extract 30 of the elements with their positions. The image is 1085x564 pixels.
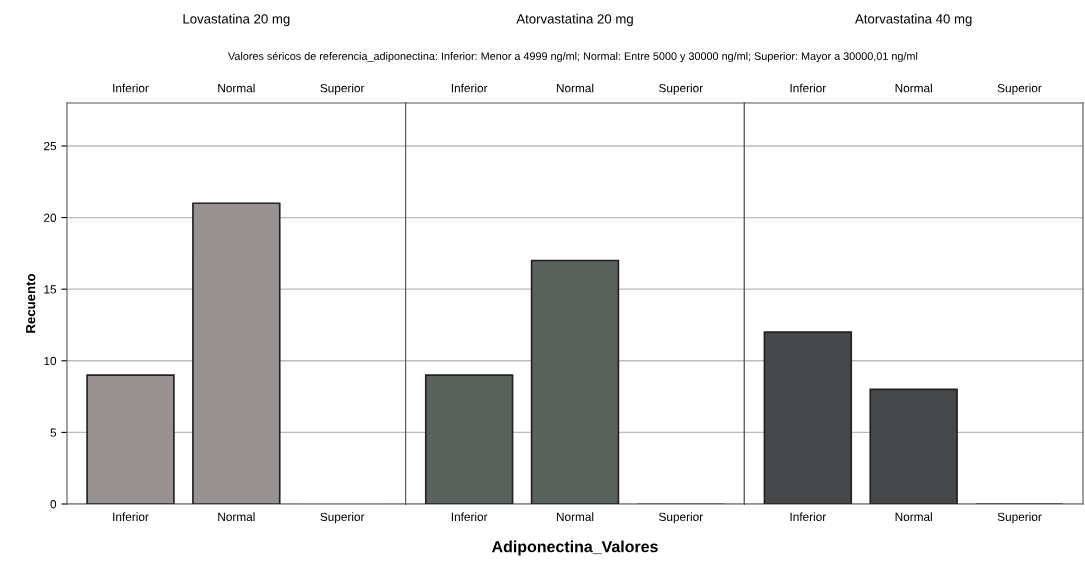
x-axis-title: Adiponectina_Valores <box>491 540 658 556</box>
y-tick-label: 25 <box>44 142 57 151</box>
y-tick-label: 10 <box>44 356 57 366</box>
category-label: Normal <box>895 512 932 521</box>
category-label: Inferior <box>113 512 149 521</box>
category-label: Superior <box>997 512 1042 524</box>
x-tick-label: Superior <box>659 83 703 95</box>
x-tick-label: Inferior <box>113 83 149 93</box>
chart-subtitle: Valores séricos de referencia_adiponectina: Inferior: Menor a 4999 ng/ml; Normal: Entre 5000 y 30000 ng/ml; Superior: Mayor a 30000,01 ng/ml <box>228 51 918 63</box>
chart-title: Lovastatina 20 mg <box>183 13 290 27</box>
chart-title: Atorvastatina 20 mg <box>516 13 633 27</box>
x-tick-label: Normal <box>218 83 255 93</box>
category-label: Inferior <box>790 512 827 521</box>
chart-title: Atorvastatina 40 mg <box>855 13 972 27</box>
category-label: Inferior <box>451 512 488 521</box>
x-tick-label: Inferior <box>790 83 827 93</box>
y-tick-label: 15 <box>44 285 57 294</box>
category-label: Normal <box>556 512 594 521</box>
x-tick-label: Inferior <box>451 83 488 93</box>
x-tick-label: Superior <box>997 83 1042 95</box>
x-tick-label: Normal <box>556 83 594 93</box>
category-label: Superior <box>659 512 703 524</box>
y-tick-label: 0 <box>50 500 57 509</box>
category-label: Superior <box>320 512 365 524</box>
y-tick-label: 5 <box>50 428 57 437</box>
x-tick-label: Superior <box>320 83 365 95</box>
category-label: Normal <box>218 512 255 521</box>
x-tick-label: Normal <box>895 83 932 93</box>
y-axis-title: Recuento <box>26 273 36 333</box>
y-tick-label: 20 <box>44 213 57 222</box>
